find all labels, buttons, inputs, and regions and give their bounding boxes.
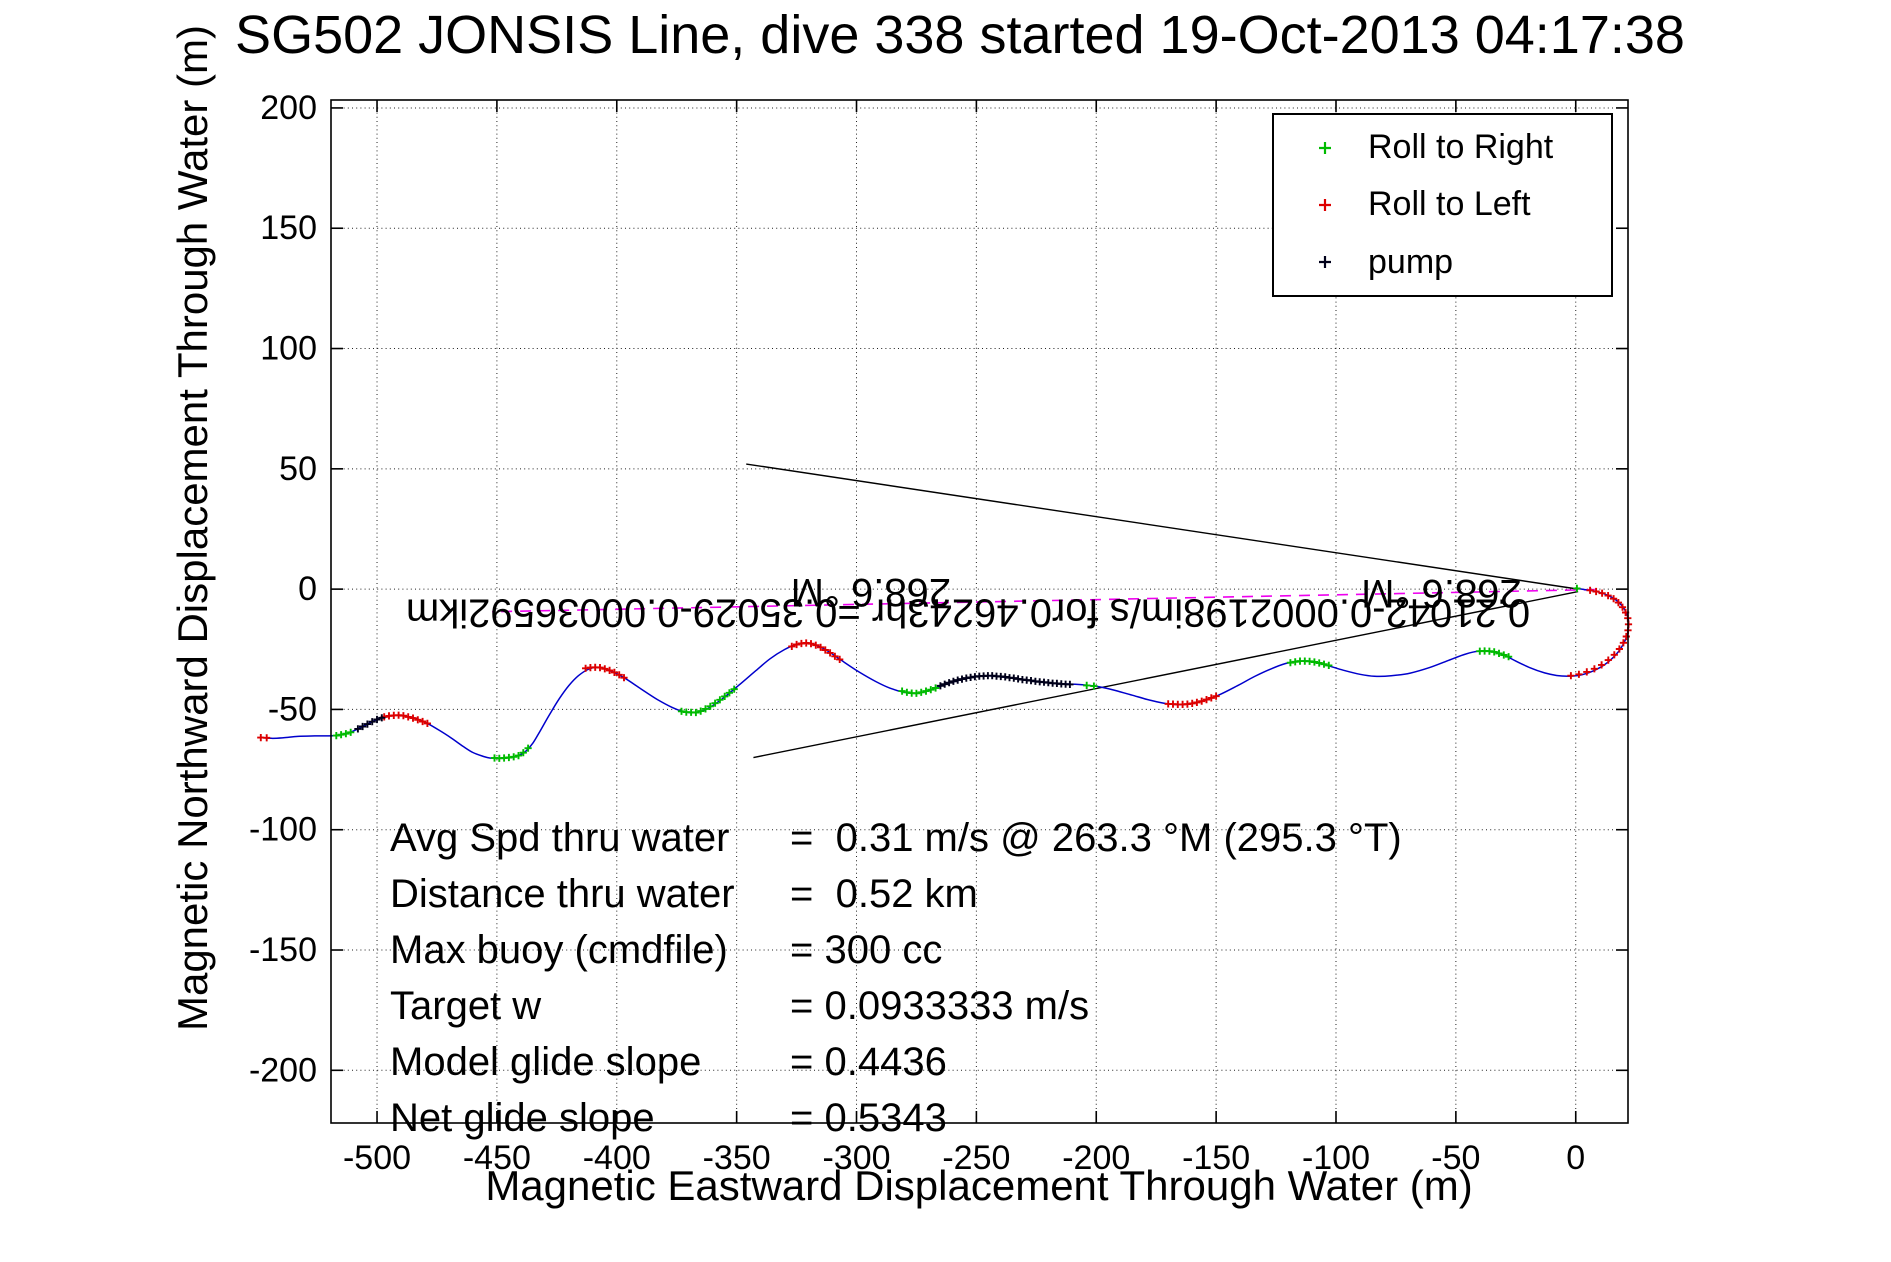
marker-series-pump (354, 672, 1074, 733)
rotated-annotation: 268.6 °M (791, 570, 952, 614)
stat-row: Model glide slope = 0.4436 (390, 1036, 947, 1088)
pump-marker-icon (1319, 256, 1331, 269)
roll-right-marker-icon (1319, 141, 1331, 154)
stat-row: Net glide slope = 0.5343 (390, 1092, 947, 1144)
stat-value: = 0.31 m/s @ 263.3 °M (295.3 °T) (790, 816, 1402, 860)
stat-value: = 0.0933333 m/s (790, 984, 1090, 1028)
legend-label: Roll to Right (1368, 128, 1554, 167)
stat-value: = 0.5343 (790, 1096, 947, 1140)
legend-item-roll-left: Roll to Left (1274, 185, 1611, 224)
stat-label: Max buoy (cmdfile) (390, 928, 728, 972)
legend-item-roll-right: Roll to Right (1274, 128, 1611, 167)
bearing-wedge-line (753, 590, 1579, 759)
stat-row: Avg Spd thru water = 0.31 m/s @ 263.3 °M … (390, 812, 1402, 864)
stat-value: = 0.4436 (790, 1040, 947, 1084)
stat-row: Max buoy (cmdfile) = 300 cc (390, 924, 942, 976)
x-tick-label: -100 (1302, 1139, 1370, 1177)
y-tick-label: -200 (249, 1051, 317, 1089)
rotated-annotation: 0.21042-0.0002198im/s for0.46243hr =0.35… (406, 591, 1530, 635)
x-tick-label: 0 (1566, 1139, 1585, 1177)
desired-track-line (492, 588, 1595, 613)
x-tick-label: -300 (822, 1139, 890, 1177)
y-tick-label: 150 (260, 209, 317, 247)
legend: Roll to Right Roll to Left pump (1272, 113, 1613, 297)
marker-series-roll-to-left (257, 586, 1633, 742)
y-tick-label: 0 (298, 570, 317, 608)
y-tick-label: -150 (249, 931, 317, 969)
x-tick-label: -50 (1431, 1139, 1480, 1177)
x-tick-label: -150 (1182, 1139, 1250, 1177)
legend-item-pump: pump (1274, 243, 1611, 282)
bearing-wedge-line (746, 463, 1579, 590)
stat-row: Target w = 0.0933333 m/s (390, 980, 1089, 1032)
plot-border (330, 99, 1629, 1124)
y-tick-label: -100 (249, 811, 317, 849)
y-tick-label: 50 (279, 450, 317, 488)
stat-label: Net glide slope (390, 1096, 655, 1140)
stat-label: Avg Spd thru water (390, 816, 730, 860)
y-tick-label: 200 (260, 89, 317, 127)
x-tick-label: -400 (583, 1139, 651, 1177)
x-axis-label: Magnetic Eastward Displacement Through W… (485, 1162, 1473, 1209)
x-tick-label: -200 (1062, 1139, 1130, 1177)
stat-row: Distance thru water = 0.52 km (390, 868, 978, 920)
marker-series-roll-to-right (332, 584, 1581, 762)
roll-left-marker-icon (1319, 198, 1331, 211)
y-tick-label: -50 (268, 690, 317, 728)
x-tick-label: -250 (942, 1139, 1010, 1177)
page-title: SG502 JONSIS Line, dive 338 started 19-O… (235, 5, 1685, 65)
y-axis-label: Magnetic Northward Displacement Through … (169, 24, 216, 1032)
stat-value: = 0.52 km (790, 872, 978, 916)
legend-label: pump (1368, 242, 1454, 281)
stat-value: = 300 cc (790, 928, 943, 972)
x-tick-label: -350 (703, 1139, 771, 1177)
stat-label: Target w (390, 984, 542, 1028)
stat-label: Model glide slope (390, 1040, 702, 1084)
legend-label: Roll to Left (1368, 185, 1531, 224)
x-tick-label: -500 (343, 1139, 411, 1177)
stat-label: Distance thru water (390, 872, 735, 916)
x-tick-label: -450 (463, 1139, 531, 1177)
y-tick-label: 100 (260, 330, 317, 368)
rotated-annotation: 268.6 °M (1361, 571, 1522, 615)
